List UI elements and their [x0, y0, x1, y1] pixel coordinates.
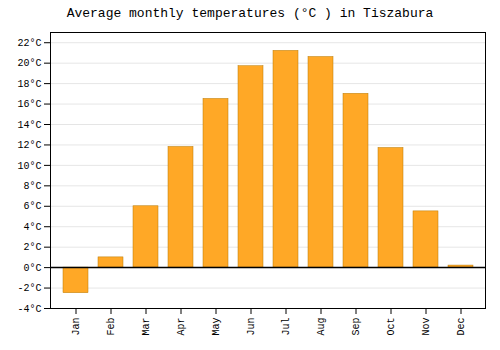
svg-text:18°C: 18°C — [17, 79, 41, 90]
svg-text:20°C: 20°C — [17, 58, 41, 69]
svg-text:Nov: Nov — [421, 318, 432, 336]
svg-text:8°C: 8°C — [23, 181, 41, 192]
svg-text:16°C: 16°C — [17, 99, 41, 110]
svg-text:Mar: Mar — [141, 318, 152, 336]
svg-text:2°C: 2°C — [23, 242, 41, 253]
html-text:Average monthly temperatures (: Average monthly temperatures (°C ) in Ti… — [66, 6, 434, 21]
svg-text:Aug: Aug — [316, 318, 327, 336]
svg-text:Jun: Jun — [246, 318, 257, 336]
svg-text:Dec: Dec — [456, 318, 467, 336]
svg-text:22°C: 22°C — [17, 38, 41, 49]
svg-text:-2°C: -2°C — [17, 283, 41, 294]
svg-text:Jul: Jul — [281, 318, 292, 336]
svg-text:May: May — [211, 318, 222, 336]
svg-text:14°C: 14°C — [17, 120, 41, 131]
svg-text:Apr: Apr — [176, 318, 187, 336]
svg-text:Feb: Feb — [106, 318, 117, 336]
svg-text:Sep: Sep — [351, 318, 362, 336]
svg-text:Oct: Oct — [386, 318, 397, 336]
svg-text:-4°C: -4°C — [17, 304, 41, 315]
svg-text:12°C: 12°C — [17, 140, 41, 151]
svg-text:4°C: 4°C — [23, 222, 41, 233]
svg-text:Jan: Jan — [71, 318, 82, 336]
svg-text:6°C: 6°C — [23, 201, 41, 212]
svg-text:0°C: 0°C — [23, 263, 41, 274]
svg-text:10°C: 10°C — [17, 161, 41, 172]
